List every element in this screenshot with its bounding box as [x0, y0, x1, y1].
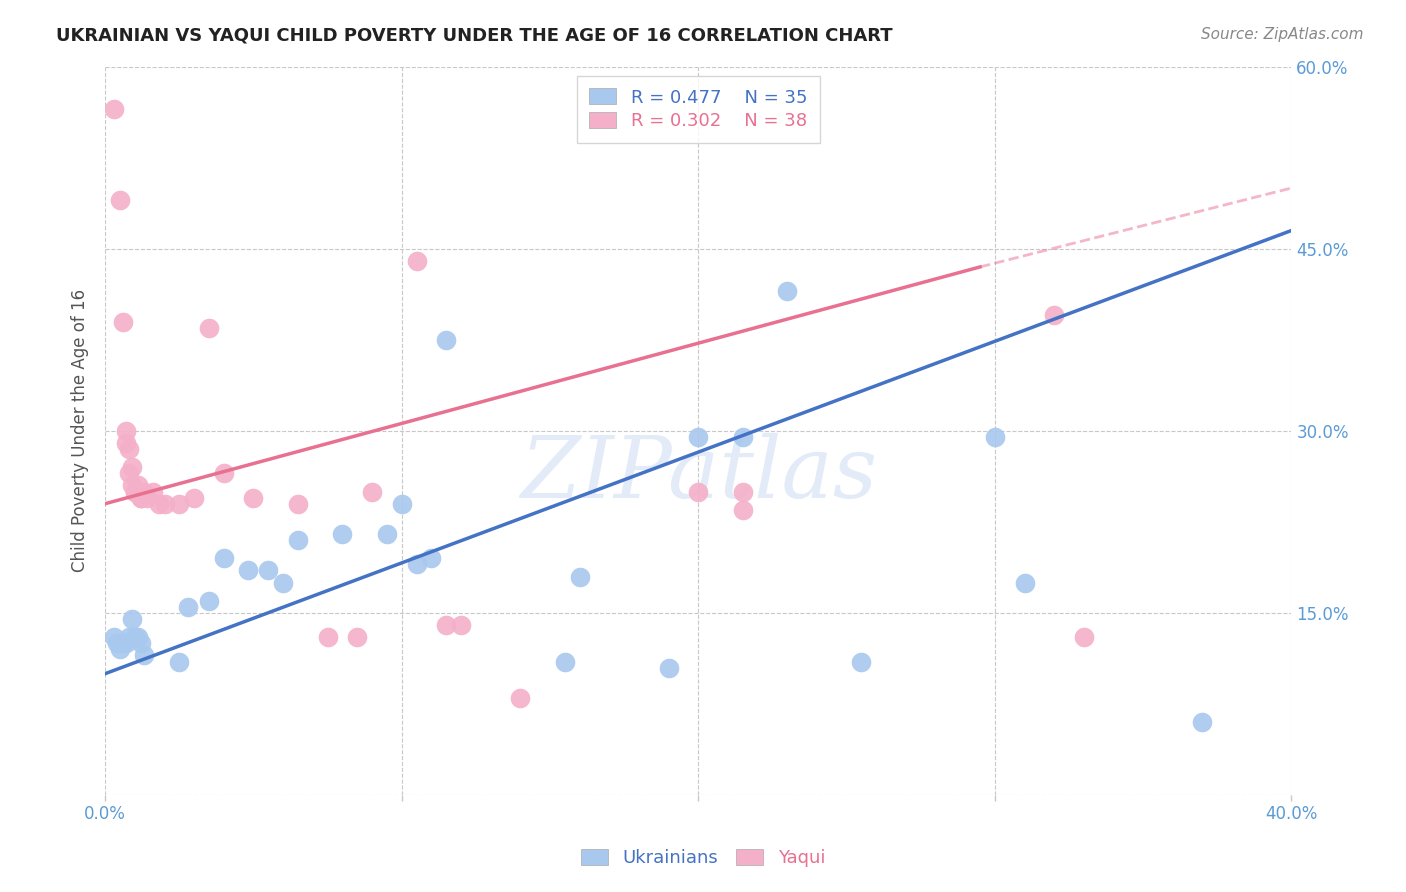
Point	[127, 630, 149, 644]
Point	[198, 594, 221, 608]
Point	[115, 424, 138, 438]
Point	[731, 502, 754, 516]
Point	[257, 564, 280, 578]
Point	[124, 630, 146, 644]
Point	[118, 630, 141, 644]
Point	[1191, 715, 1213, 730]
Point	[198, 320, 221, 334]
Legend: R = 0.477    N = 35, R = 0.302    N = 38: R = 0.477 N = 35, R = 0.302 N = 38	[576, 76, 820, 143]
Text: ZIPatlas: ZIPatlas	[520, 434, 877, 516]
Point	[177, 599, 200, 614]
Point	[375, 527, 398, 541]
Point	[129, 491, 152, 505]
Point	[124, 484, 146, 499]
Point	[108, 193, 131, 207]
Point	[271, 575, 294, 590]
Point	[115, 436, 138, 450]
Point	[121, 478, 143, 492]
Point	[361, 484, 384, 499]
Point	[132, 484, 155, 499]
Point	[132, 648, 155, 663]
Point	[103, 102, 125, 116]
Point	[121, 612, 143, 626]
Point	[153, 497, 176, 511]
Point	[103, 630, 125, 644]
Point	[111, 636, 134, 650]
Point	[420, 551, 443, 566]
Point	[731, 430, 754, 444]
Point	[105, 636, 128, 650]
Point	[554, 655, 576, 669]
Point	[688, 484, 710, 499]
Point	[391, 497, 413, 511]
Point	[236, 564, 259, 578]
Point	[509, 690, 531, 705]
Y-axis label: Child Poverty Under the Age of 16: Child Poverty Under the Age of 16	[72, 289, 89, 573]
Point	[129, 636, 152, 650]
Point	[212, 467, 235, 481]
Point	[851, 655, 873, 669]
Point	[111, 314, 134, 328]
Point	[115, 636, 138, 650]
Point	[688, 430, 710, 444]
Point	[658, 660, 681, 674]
Point	[127, 478, 149, 492]
Point	[405, 558, 427, 572]
Point	[118, 442, 141, 456]
Point	[129, 491, 152, 505]
Point	[1014, 575, 1036, 590]
Point	[118, 467, 141, 481]
Point	[121, 460, 143, 475]
Point	[731, 484, 754, 499]
Point	[242, 491, 264, 505]
Point	[405, 253, 427, 268]
Point	[108, 642, 131, 657]
Point	[127, 484, 149, 499]
Point	[1043, 309, 1066, 323]
Point	[183, 491, 205, 505]
Point	[148, 497, 170, 511]
Point	[776, 284, 799, 298]
Point	[568, 569, 591, 583]
Point	[434, 618, 457, 632]
Point	[332, 527, 354, 541]
Text: UKRAINIAN VS YAQUI CHILD POVERTY UNDER THE AGE OF 16 CORRELATION CHART: UKRAINIAN VS YAQUI CHILD POVERTY UNDER T…	[56, 27, 893, 45]
Point	[287, 497, 309, 511]
Point	[169, 497, 191, 511]
Point	[124, 484, 146, 499]
Point	[346, 630, 368, 644]
Point	[450, 618, 472, 632]
Point	[142, 484, 165, 499]
Legend: Ukrainians, Yaqui: Ukrainians, Yaqui	[574, 841, 832, 874]
Point	[1073, 630, 1095, 644]
Point	[984, 430, 1007, 444]
Point	[316, 630, 339, 644]
Point	[212, 551, 235, 566]
Point	[169, 655, 191, 669]
Text: Source: ZipAtlas.com: Source: ZipAtlas.com	[1201, 27, 1364, 42]
Point	[287, 533, 309, 547]
Point	[434, 333, 457, 347]
Point	[135, 491, 157, 505]
